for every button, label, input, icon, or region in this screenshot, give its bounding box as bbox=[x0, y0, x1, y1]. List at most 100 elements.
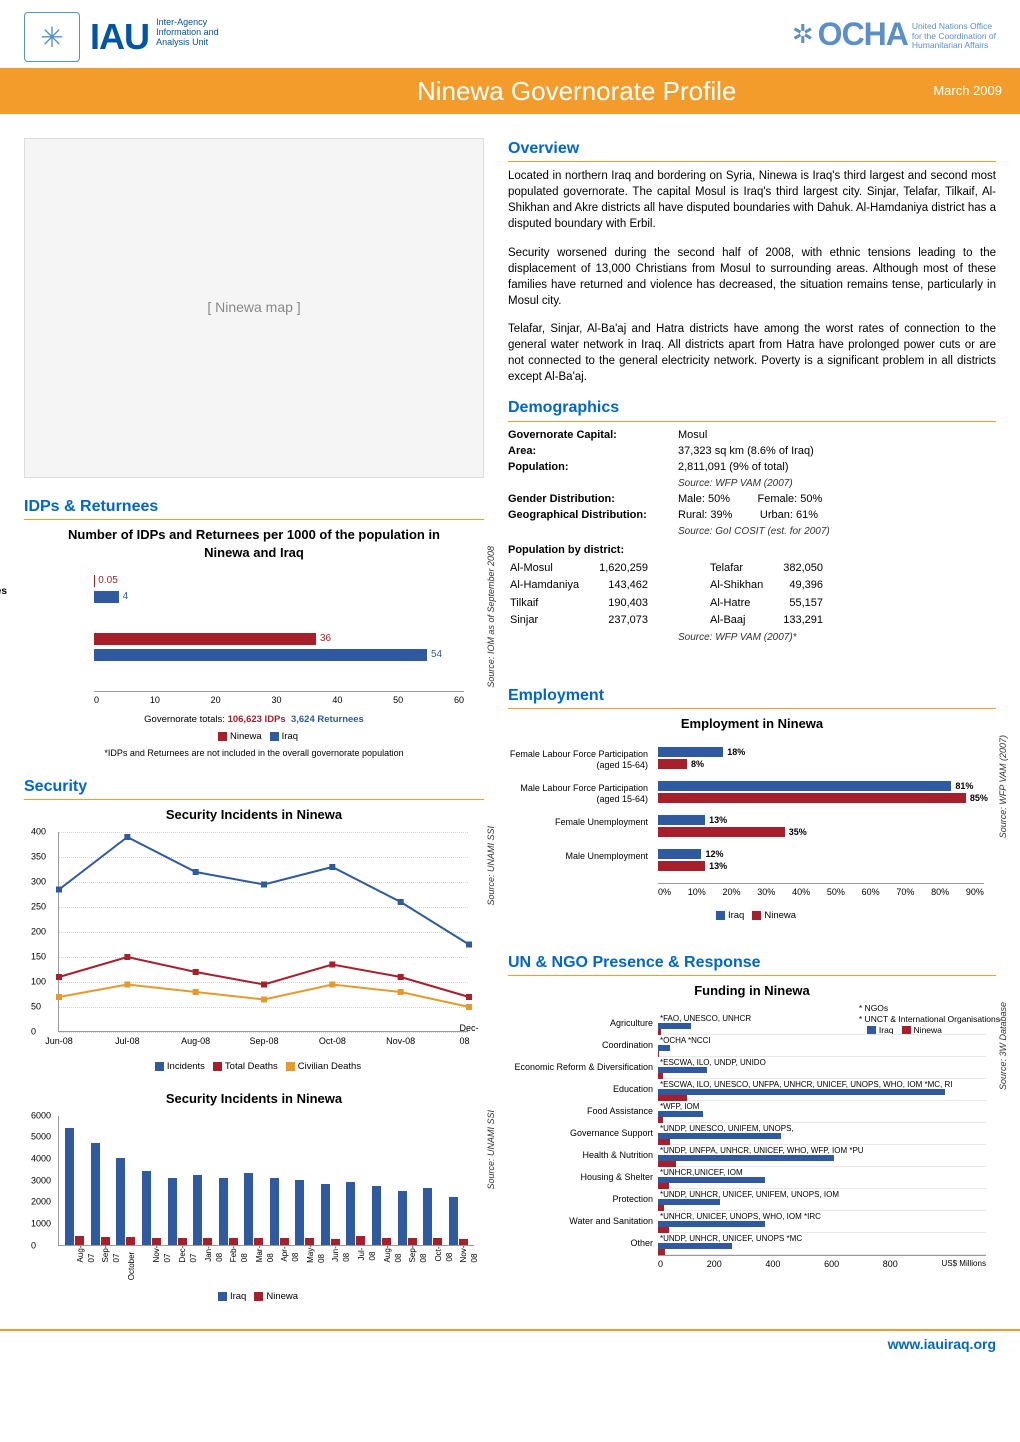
idps-bar-label: 54 bbox=[431, 648, 442, 662]
district-pop: 49,396 bbox=[783, 578, 841, 593]
demo-value: Mosul bbox=[678, 428, 996, 443]
emp-category: Male Unemployment bbox=[508, 851, 648, 862]
line-marker bbox=[56, 994, 62, 1000]
axis-tick: 50 bbox=[393, 694, 403, 705]
page-title: Ninewa Governorate Profile bbox=[0, 73, 933, 109]
vbar bbox=[101, 1237, 110, 1245]
line-marker bbox=[124, 834, 130, 840]
fund-bar bbox=[658, 1177, 765, 1183]
vbar bbox=[142, 1171, 151, 1245]
funding-chart-title: Funding in Ninewa bbox=[508, 982, 996, 1000]
vbar bbox=[459, 1239, 468, 1245]
header: ✳ IAU Inter-Agency Information and Analy… bbox=[24, 12, 996, 62]
emp-bar bbox=[658, 759, 687, 769]
vbar-xlabel: Nov-07 bbox=[151, 1246, 173, 1263]
axis-tick: 10 bbox=[150, 694, 160, 705]
fund-bar bbox=[658, 1221, 765, 1227]
demo-value: 37,323 sq km (8.6% of Iraq) bbox=[678, 444, 996, 459]
fund-category: Health & Nutrition bbox=[508, 1149, 653, 1162]
vbar bbox=[433, 1238, 442, 1245]
employment-chart: Employment in Ninewa Source: WFP VAM (20… bbox=[508, 715, 996, 922]
vbar-xlabel: Aug-08 bbox=[382, 1246, 404, 1263]
axis-tick: 200 bbox=[707, 1258, 722, 1271]
axis-tick: 800 bbox=[883, 1258, 898, 1271]
security-source2: Source: UNAMI SSI bbox=[485, 1110, 498, 1190]
line-marker bbox=[466, 942, 472, 948]
x-tick: Aug-08 bbox=[181, 1035, 210, 1048]
vbar bbox=[178, 1238, 187, 1245]
district-name: Telafar bbox=[710, 561, 781, 576]
fund-bar bbox=[658, 1045, 670, 1051]
fund-category: Water and Sanitation bbox=[508, 1215, 653, 1228]
axis-label: US$ Millions bbox=[942, 1258, 986, 1271]
demo-label: Population: bbox=[508, 460, 678, 475]
legend-label: Ninewa bbox=[266, 1291, 298, 1302]
vbar-xlabel: Mar-08 bbox=[254, 1246, 276, 1262]
vbar bbox=[91, 1143, 100, 1245]
x-tick: Nov-08 bbox=[386, 1035, 415, 1048]
vbar bbox=[382, 1238, 391, 1245]
security-chart2-title: Security Incidents in Ninewa bbox=[24, 1090, 484, 1108]
line-marker bbox=[466, 994, 472, 1000]
vbar-xlabel: Sep-08 bbox=[407, 1246, 429, 1263]
vbar bbox=[295, 1180, 304, 1245]
district-name: Sinjar bbox=[510, 613, 597, 628]
emp-category: Male Labour Force Participation (aged 15… bbox=[508, 783, 648, 805]
vbar-xlabel: Oct-08 bbox=[433, 1247, 455, 1262]
line-series bbox=[59, 985, 469, 1008]
district-pop: 190,403 bbox=[599, 596, 666, 611]
footer-url: www.iauiraq.org bbox=[888, 1336, 996, 1352]
line-marker bbox=[124, 982, 130, 988]
security-line-legend: IncidentsTotal DeathsCivilian Deaths bbox=[24, 1060, 484, 1073]
fund-category: Protection bbox=[508, 1193, 653, 1206]
vbar-xlabel: October bbox=[126, 1251, 137, 1279]
fund-bar bbox=[658, 1089, 945, 1095]
overview-p1: Located in northern Iraq and bordering o… bbox=[508, 168, 996, 232]
y-tick: 150 bbox=[31, 951, 46, 964]
legend-swatch bbox=[218, 732, 227, 741]
demo-geo-label: Geographical Distribution: bbox=[508, 508, 678, 523]
line-marker bbox=[329, 982, 335, 988]
line-marker bbox=[466, 1004, 472, 1010]
axis-tick: 20 bbox=[211, 694, 221, 705]
section-overview-title: Overview bbox=[508, 138, 996, 162]
district-name: Al-Hamdaniya bbox=[510, 578, 597, 593]
vbar-xlabel: May-08 bbox=[305, 1246, 327, 1264]
emp-bar bbox=[658, 815, 705, 825]
idps-bar bbox=[94, 633, 316, 645]
fund-bar bbox=[658, 1023, 691, 1029]
security-line-chart: Security Incidents in Ninewa Source: UNA… bbox=[24, 806, 484, 1073]
vbar bbox=[65, 1128, 74, 1245]
emp-bar bbox=[658, 781, 951, 791]
vbar bbox=[152, 1238, 161, 1245]
y-tick: 400 bbox=[31, 826, 46, 839]
fund-bar bbox=[658, 1133, 781, 1139]
idps-chart: Number of IDPs and Returnees per 1000 of… bbox=[24, 526, 484, 760]
y-tick: 300 bbox=[31, 876, 46, 889]
emp-bar bbox=[658, 849, 701, 859]
section-security-title: Security bbox=[24, 776, 484, 800]
vbar bbox=[168, 1178, 177, 1245]
y-tick: 0 bbox=[31, 1026, 36, 1039]
district-name: Al-Mosul bbox=[510, 561, 597, 576]
legend-swatch bbox=[155, 1062, 164, 1071]
vbar bbox=[331, 1239, 340, 1245]
idps-bar bbox=[94, 649, 427, 661]
idps-footnote: *IDPs and Returnees are not included in … bbox=[24, 747, 484, 760]
demo-gender-label: Gender Distribution: bbox=[508, 492, 678, 507]
emp-bar-label: 18% bbox=[727, 746, 745, 759]
vbar bbox=[398, 1191, 407, 1245]
fund-category: Housing & Shelter bbox=[508, 1171, 653, 1184]
axis-tick: 0 bbox=[94, 694, 99, 705]
emp-bar-label: 8% bbox=[691, 758, 704, 771]
demo-label: Area: bbox=[508, 444, 678, 459]
district-name: Al-Baaj bbox=[710, 613, 781, 628]
axis-tick: 90% bbox=[966, 886, 984, 899]
fund-category: Food Assistance bbox=[508, 1105, 653, 1118]
line-marker bbox=[398, 899, 404, 905]
vbar-xlabel: Dec-07 bbox=[177, 1246, 199, 1263]
fund-bar bbox=[658, 1243, 732, 1249]
section-employment-title: Employment bbox=[508, 685, 996, 709]
axis-tick: 40 bbox=[332, 694, 342, 705]
line-series bbox=[59, 837, 469, 945]
